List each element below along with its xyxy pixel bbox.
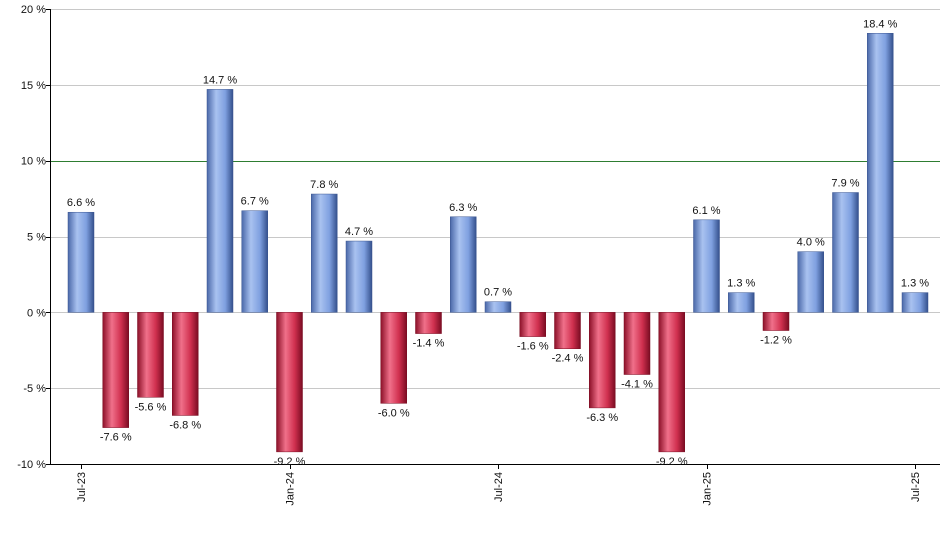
- data-label: 4.0 %: [797, 237, 825, 249]
- bars: [67, 33, 929, 453]
- y-tick-label: 5 %: [27, 232, 46, 244]
- bar: [345, 240, 373, 313]
- bar: [832, 192, 859, 313]
- data-label: 18.4 %: [863, 18, 897, 30]
- data-label: -6.8 %: [169, 419, 201, 431]
- bar: [276, 312, 303, 453]
- y-tick-label: -5 %: [23, 383, 46, 395]
- y-tick-label: 15 %: [21, 80, 46, 92]
- axes: [46, 9, 940, 469]
- bar: [137, 312, 164, 398]
- data-label: -7.6 %: [100, 432, 132, 444]
- data-label: -1.2 %: [760, 335, 792, 347]
- bar: [901, 292, 929, 313]
- bar: [797, 251, 824, 313]
- data-label: 6.3 %: [449, 202, 477, 214]
- data-label: -6.0 %: [378, 407, 410, 419]
- y-tick-label: 10 %: [21, 156, 46, 168]
- data-label: 4.7 %: [345, 226, 373, 238]
- bar: [762, 312, 790, 331]
- bar: [623, 312, 651, 375]
- bar: [484, 301, 512, 313]
- bar: [658, 312, 685, 453]
- x-tick-label: Jan-24: [285, 472, 297, 506]
- bar: [554, 312, 581, 349]
- bar: [867, 33, 894, 313]
- bar: [450, 216, 477, 313]
- x-tick-label: Jul-23: [76, 472, 88, 502]
- bar: [206, 89, 234, 313]
- bar: [693, 219, 720, 313]
- data-label: -9.2 %: [656, 456, 688, 468]
- x-tick-label: Jul-25: [910, 472, 922, 502]
- data-label: -4.1 %: [621, 379, 653, 391]
- data-label: 6.7 %: [241, 196, 269, 208]
- bar: [519, 312, 546, 337]
- data-label: -1.6 %: [517, 341, 549, 353]
- y-tick-label: 0 %: [27, 307, 46, 319]
- data-label: 6.6 %: [67, 197, 95, 209]
- data-label: -2.4 %: [552, 353, 584, 365]
- bar: [102, 312, 129, 428]
- bar: [67, 211, 95, 313]
- y-tick-label: -10 %: [17, 459, 46, 471]
- data-label: -1.4 %: [413, 338, 445, 350]
- data-label: 14.7 %: [203, 74, 237, 86]
- bar: [415, 312, 442, 334]
- bar: [728, 292, 755, 313]
- data-label: 1.3 %: [727, 278, 755, 290]
- data-label: -5.6 %: [135, 401, 167, 413]
- x-tick-label: Jan-25: [702, 472, 714, 506]
- data-label: -6.3 %: [586, 412, 618, 424]
- bar: [241, 210, 268, 313]
- data-label: 7.9 %: [831, 178, 859, 190]
- data-label: 7.8 %: [310, 179, 338, 191]
- bar: [589, 312, 616, 409]
- bar: [172, 312, 199, 416]
- data-label: 0.7 %: [484, 287, 512, 299]
- data-labels: 6.6 % -7.6 % -5.6 %-6.8 % 14.7 % 6.7 % -9.2 %…: [67, 18, 929, 468]
- x-tick-label: Jul-24: [493, 472, 505, 502]
- y-tick-labels: 20 % 15 % 10 % 5 % 0 % -5 % -10 %: [17, 4, 46, 471]
- data-label: 6.1 %: [692, 205, 720, 217]
- y-tick-label: 20 %: [21, 4, 46, 16]
- x-tick-labels: Jul-23 Jan-24 Jul-24 Jan-25 Jul-25: [76, 472, 922, 506]
- bar: [380, 312, 407, 404]
- data-label: 1.3 %: [901, 278, 929, 290]
- bar: [311, 193, 338, 313]
- data-label: -9.2 %: [274, 456, 306, 468]
